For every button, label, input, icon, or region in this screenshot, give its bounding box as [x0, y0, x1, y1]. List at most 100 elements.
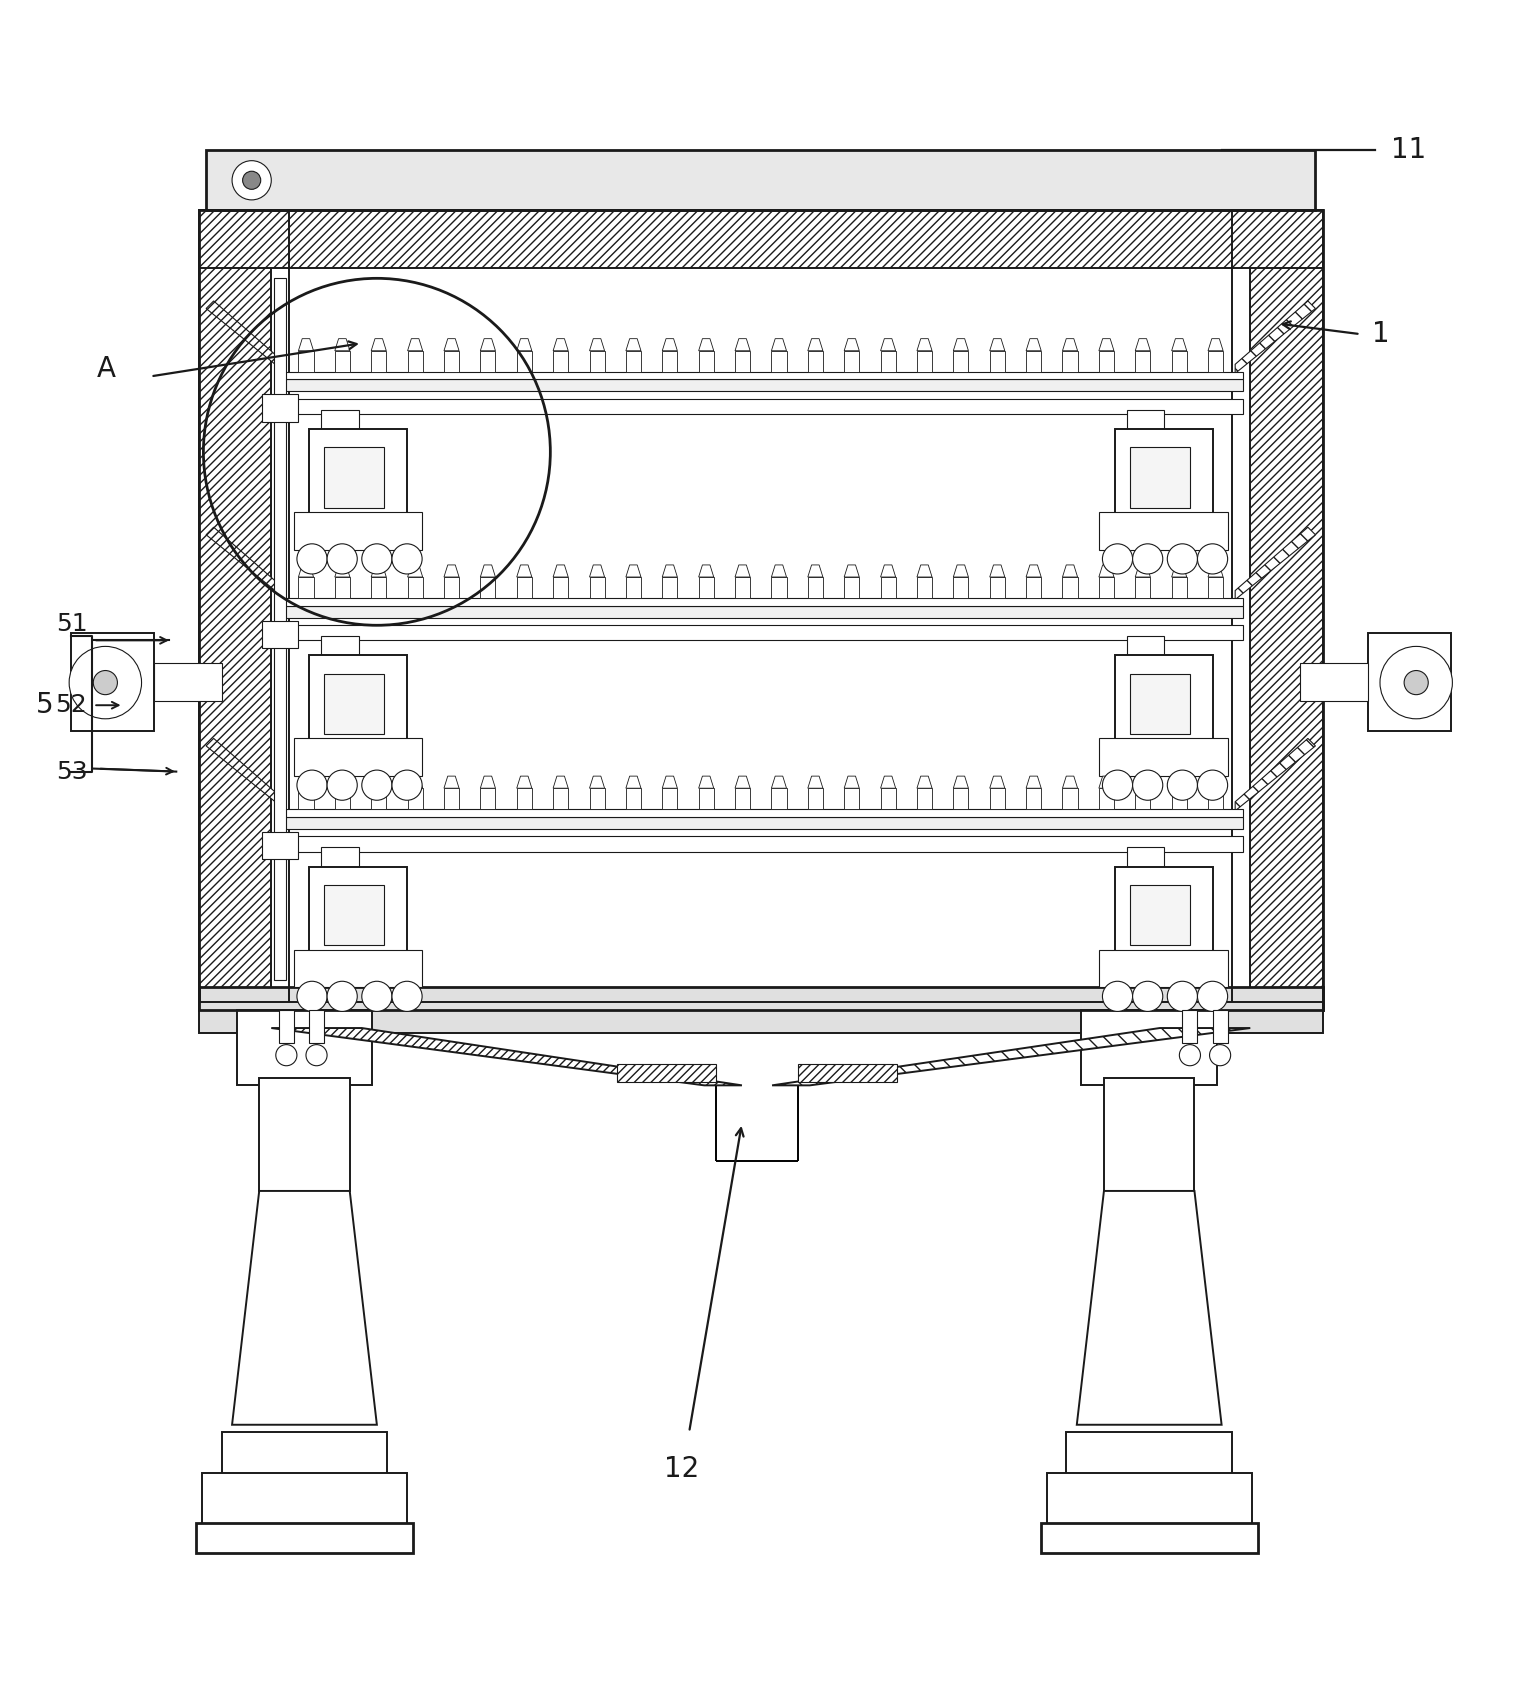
Polygon shape — [808, 776, 824, 788]
Polygon shape — [206, 150, 1316, 211]
Polygon shape — [371, 351, 386, 371]
Polygon shape — [589, 565, 604, 577]
Polygon shape — [294, 511, 422, 550]
Polygon shape — [407, 788, 422, 809]
Polygon shape — [324, 885, 385, 945]
Polygon shape — [1114, 429, 1213, 520]
Polygon shape — [309, 655, 407, 746]
Polygon shape — [1208, 776, 1223, 788]
Polygon shape — [298, 565, 313, 577]
Polygon shape — [1063, 776, 1078, 788]
Circle shape — [1198, 981, 1228, 1011]
Polygon shape — [279, 817, 1243, 829]
Polygon shape — [734, 339, 749, 351]
Polygon shape — [954, 577, 969, 598]
Polygon shape — [1026, 788, 1042, 809]
Circle shape — [327, 544, 357, 574]
Polygon shape — [407, 339, 422, 351]
Polygon shape — [798, 1063, 896, 1082]
Polygon shape — [298, 351, 313, 371]
Polygon shape — [589, 788, 604, 809]
Polygon shape — [1129, 885, 1190, 945]
Polygon shape — [662, 776, 677, 788]
Polygon shape — [298, 776, 313, 788]
Polygon shape — [371, 565, 386, 577]
Circle shape — [1102, 981, 1132, 1011]
Polygon shape — [279, 809, 1243, 817]
Polygon shape — [274, 279, 286, 979]
Polygon shape — [698, 565, 713, 577]
Circle shape — [1179, 1045, 1201, 1065]
Polygon shape — [734, 565, 749, 577]
Polygon shape — [990, 577, 1005, 598]
Circle shape — [1403, 670, 1428, 695]
Polygon shape — [1099, 511, 1228, 550]
Polygon shape — [553, 788, 568, 809]
Circle shape — [392, 770, 422, 800]
Polygon shape — [625, 339, 640, 351]
Polygon shape — [407, 776, 422, 788]
Polygon shape — [321, 847, 359, 871]
Polygon shape — [1063, 788, 1078, 809]
Polygon shape — [371, 577, 386, 598]
Polygon shape — [153, 663, 221, 701]
Polygon shape — [1172, 565, 1187, 577]
Polygon shape — [662, 788, 677, 809]
Polygon shape — [279, 837, 1243, 851]
Polygon shape — [480, 351, 495, 371]
Polygon shape — [1208, 339, 1223, 351]
Polygon shape — [279, 398, 1243, 414]
Polygon shape — [279, 380, 1243, 392]
Polygon shape — [335, 565, 350, 577]
Polygon shape — [662, 351, 677, 371]
Polygon shape — [734, 351, 749, 371]
Polygon shape — [1172, 351, 1187, 371]
Polygon shape — [279, 606, 1243, 618]
Polygon shape — [1136, 565, 1151, 577]
Polygon shape — [553, 565, 568, 577]
Polygon shape — [698, 788, 713, 809]
Polygon shape — [198, 1003, 1323, 1033]
Polygon shape — [516, 788, 531, 809]
Polygon shape — [298, 339, 313, 351]
Polygon shape — [808, 339, 824, 351]
Polygon shape — [1026, 577, 1042, 598]
Polygon shape — [1369, 633, 1450, 731]
Polygon shape — [444, 565, 459, 577]
Polygon shape — [1099, 788, 1114, 809]
Polygon shape — [516, 577, 531, 598]
Polygon shape — [954, 339, 969, 351]
Text: 52: 52 — [56, 694, 88, 717]
Polygon shape — [698, 776, 713, 788]
Polygon shape — [335, 577, 350, 598]
Polygon shape — [371, 776, 386, 788]
Polygon shape — [198, 211, 271, 1009]
Polygon shape — [625, 788, 640, 809]
Polygon shape — [407, 565, 422, 577]
Circle shape — [362, 981, 392, 1011]
Polygon shape — [1046, 1474, 1252, 1526]
Polygon shape — [262, 395, 298, 422]
Polygon shape — [772, 776, 786, 788]
Polygon shape — [309, 866, 407, 957]
Polygon shape — [480, 577, 495, 598]
Polygon shape — [990, 339, 1005, 351]
Polygon shape — [1251, 211, 1323, 1009]
Polygon shape — [335, 776, 350, 788]
Circle shape — [1379, 647, 1452, 719]
Polygon shape — [444, 788, 459, 809]
Polygon shape — [808, 565, 824, 577]
Polygon shape — [480, 788, 495, 809]
Circle shape — [306, 1045, 327, 1065]
Polygon shape — [772, 351, 786, 371]
Polygon shape — [954, 776, 969, 788]
Polygon shape — [1172, 577, 1187, 598]
Polygon shape — [1129, 447, 1190, 508]
Polygon shape — [480, 565, 495, 577]
Polygon shape — [1235, 527, 1316, 599]
Polygon shape — [1126, 636, 1164, 660]
Polygon shape — [279, 598, 1243, 606]
Polygon shape — [553, 577, 568, 598]
Polygon shape — [698, 339, 713, 351]
Polygon shape — [917, 776, 933, 788]
